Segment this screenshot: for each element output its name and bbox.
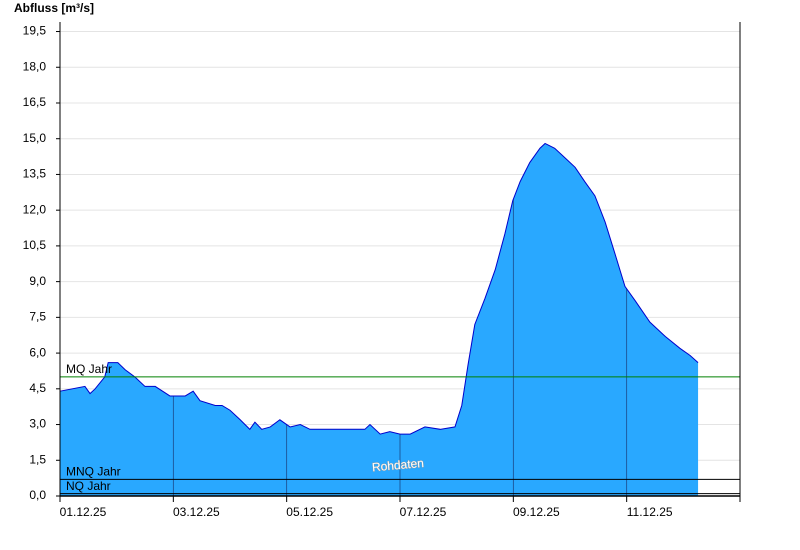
x-tick-label: 03.12.25 — [173, 505, 220, 519]
y-tick-label: 12,0 — [23, 202, 47, 216]
y-tick-label: 4,5 — [29, 381, 46, 395]
y-tick-label: 6,0 — [29, 345, 46, 359]
x-tick-label: 01.12.25 — [60, 505, 107, 519]
reference-label: MNQ Jahr — [66, 464, 121, 478]
x-tick-label: 09.12.25 — [513, 505, 560, 519]
x-tick-label: 05.12.25 — [286, 505, 333, 519]
reference-label: MQ Jahr — [66, 362, 112, 376]
y-tick-label: 16,5 — [23, 95, 47, 109]
y-tick-label: 13,5 — [23, 167, 47, 181]
reference-label: NQ Jahr — [66, 479, 111, 493]
y-tick-label: 7,5 — [29, 310, 46, 324]
area — [60, 143, 699, 496]
y-tick-label: 10,5 — [23, 238, 47, 252]
x-tick-label: 07.12.25 — [400, 505, 447, 519]
y-tick-label: 9,0 — [29, 274, 46, 288]
y-tick-label: 0,0 — [29, 488, 46, 502]
y-tick-label: 18,0 — [23, 59, 47, 73]
y-tick-label: 19,5 — [23, 24, 47, 38]
y-axis-title: Abfluss [m³/s] — [14, 1, 94, 15]
y-tick-label: 15,0 — [23, 131, 47, 145]
area-line — [59, 142, 699, 435]
x-tick-label: 11.12.25 — [627, 505, 673, 519]
y-tick-label: 1,5 — [29, 452, 46, 466]
y-tick-label: 3,0 — [29, 417, 46, 431]
watermark: Rohdaten — [371, 456, 424, 474]
